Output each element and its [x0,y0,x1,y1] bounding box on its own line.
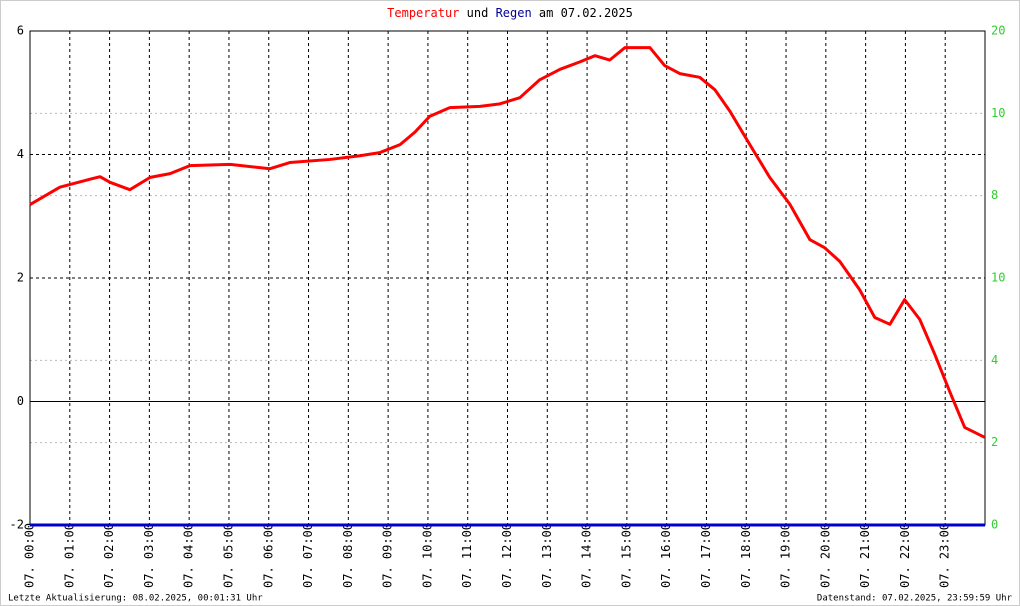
title-segment: Regen [496,6,532,20]
x-tick-label: 07. 23:00 [938,523,952,588]
x-tick-label: 07. 04:00 [182,523,196,588]
y3-tick-label: 20 [991,24,1005,38]
x-tick-label: 07. 01:00 [62,523,76,588]
y-tick-label: 4 [17,147,24,161]
y2-tick-label: 8 [991,188,998,202]
chart-title: Temperatur und Regen am 07.02.2025 [387,6,633,20]
x-tick-label: 07. 21:00 [858,523,872,588]
x-tick-label: 07. 10:00 [420,523,434,588]
footer-right: Datenstand: 07.02.2025, 23:59:59 Uhr [817,594,1013,604]
x-tick-label: 07. 12:00 [500,523,514,588]
title-segment: und [467,6,489,20]
x-tick-label: 07. 06:00 [261,523,275,588]
y-tick-label: 0 [17,394,24,408]
x-tick-label: 07. 05:00 [221,523,235,588]
x-tick-label: 07. 14:00 [580,523,594,588]
x-tick-label: 07. 17:00 [699,523,713,588]
y-tick-label: 2 [17,271,24,285]
y3-tick-label: 10 [991,271,1005,285]
x-tick-label: 07. 08:00 [341,523,355,588]
x-tick-label: 07. 20:00 [818,523,832,588]
title-segment: am 07.02.2025 [539,6,633,20]
x-tick-label: 07. 16:00 [659,523,673,588]
x-tick-label: 07. 00:00 [23,523,37,588]
x-tick-label: 07. 11:00 [460,523,474,588]
x-tick-label: 07. 02:00 [102,523,116,588]
y-tick-label: 6 [17,24,24,38]
y-tick-label: -2 [10,518,24,532]
y2-tick-label: 4 [991,353,998,367]
x-tick-label: 07. 03:00 [142,523,156,588]
x-tick-label: 07. 19:00 [779,523,793,588]
x-tick-label: 07. 09:00 [381,523,395,588]
x-tick-label: 07. 07:00 [301,523,315,588]
title-segment: Temperatur [387,6,459,20]
y2-tick-label: 10 [991,106,1005,120]
footer-left: Letzte Aktualisierung: 08.02.2025, 00:01… [8,594,263,604]
x-tick-label: 07. 15:00 [619,523,633,588]
data-line [29,46,986,439]
x-tick-label: 07. 22:00 [898,523,912,588]
x-tick-label: 07. 18:00 [739,523,753,588]
y3-tick-label: 0 [991,518,998,532]
x-tick-label: 07. 13:00 [540,523,554,588]
y2-tick-label: 2 [991,435,998,449]
